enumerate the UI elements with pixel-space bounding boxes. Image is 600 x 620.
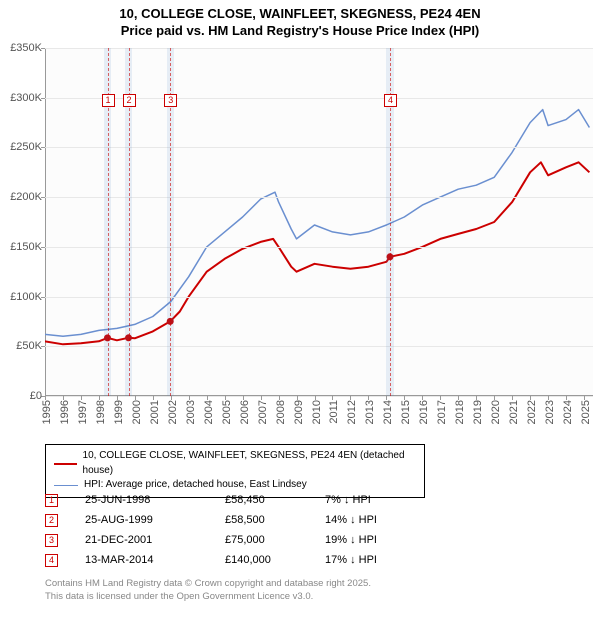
tx-date: 25-AUG-1999 bbox=[85, 514, 225, 526]
tx-date: 25-JUN-1998 bbox=[85, 494, 225, 506]
chart-title: 10, COLLEGE CLOSE, WAINFLEET, SKEGNESS, … bbox=[0, 0, 600, 40]
x-tick-label: 2003 bbox=[185, 400, 197, 424]
transactions-table: 125-JUN-1998£58,4507% ↓ HPI225-AUG-1999£… bbox=[45, 490, 435, 570]
legend-label: 10, COLLEGE CLOSE, WAINFLEET, SKEGNESS, … bbox=[83, 449, 416, 478]
tx-marker-cell: 4 bbox=[45, 554, 85, 567]
tx-pct-vs-hpi: 7% ↓ HPI bbox=[325, 494, 435, 506]
legend-swatch bbox=[54, 463, 77, 465]
y-tick-label: £350K bbox=[2, 42, 42, 54]
transaction-row: 4 13-MAR-2014£140,00017% ↓ HPI bbox=[45, 550, 435, 570]
x-tick-label: 2018 bbox=[454, 400, 466, 424]
x-tick-label: 2006 bbox=[239, 400, 251, 424]
marker-1: 1 bbox=[102, 94, 115, 107]
transaction-row: 3 21-DEC-2001£75,00019% ↓ HPI bbox=[45, 530, 435, 550]
tx-price: £58,500 bbox=[225, 514, 325, 526]
x-tick-label: 1996 bbox=[59, 400, 71, 424]
x-tick-label: 2013 bbox=[364, 400, 376, 424]
marker-3: 3 bbox=[164, 94, 177, 107]
tx-marker-cell: 2 bbox=[45, 514, 85, 527]
title-line-1: 10, COLLEGE CLOSE, WAINFLEET, SKEGNESS, … bbox=[0, 6, 600, 23]
footer-line-1: Contains HM Land Registry data © Crown c… bbox=[45, 578, 371, 591]
tx-marker-cell: 1 bbox=[45, 494, 85, 507]
tx-price: £140,000 bbox=[225, 554, 325, 566]
tx-marker-box: 3 bbox=[45, 534, 58, 547]
x-tick-label: 2014 bbox=[382, 400, 394, 424]
x-tick-label: 2007 bbox=[257, 400, 269, 424]
tx-date: 13-MAR-2014 bbox=[85, 554, 225, 566]
chart-container: 10, COLLEGE CLOSE, WAINFLEET, SKEGNESS, … bbox=[0, 0, 600, 620]
x-tick-label: 1999 bbox=[113, 400, 125, 424]
x-tick-label: 2008 bbox=[275, 400, 287, 424]
transaction-row: 1 25-JUN-1998£58,4507% ↓ HPI bbox=[45, 490, 435, 510]
transaction-row: 2 25-AUG-1999£58,50014% ↓ HPI bbox=[45, 510, 435, 530]
y-tick-label: £250K bbox=[2, 141, 42, 153]
x-tick-label: 2024 bbox=[562, 400, 574, 424]
x-tick-label: 2022 bbox=[526, 400, 538, 424]
tx-marker-box: 4 bbox=[45, 554, 58, 567]
x-tick-label: 1998 bbox=[95, 400, 107, 424]
tx-date: 21-DEC-2001 bbox=[85, 534, 225, 546]
y-tick-label: £0 bbox=[2, 390, 42, 402]
x-tick-label: 2023 bbox=[544, 400, 556, 424]
legend-swatch bbox=[54, 485, 78, 486]
x-tick-label: 2020 bbox=[490, 400, 502, 424]
y-tick-label: £100K bbox=[2, 291, 42, 303]
title-line-2: Price paid vs. HM Land Registry's House … bbox=[0, 23, 600, 40]
x-tick-label: 2004 bbox=[203, 400, 215, 424]
x-tick-label: 2012 bbox=[346, 400, 358, 424]
x-tick-label: 2017 bbox=[436, 400, 448, 424]
x-tick-label: 2015 bbox=[400, 400, 412, 424]
footer-attribution: Contains HM Land Registry data © Crown c… bbox=[45, 578, 371, 604]
x-tick-label: 2011 bbox=[328, 400, 340, 424]
x-tick-label: 2021 bbox=[508, 400, 520, 424]
x-tick-label: 2000 bbox=[131, 400, 143, 424]
marker-2: 2 bbox=[123, 94, 136, 107]
tx-price: £58,450 bbox=[225, 494, 325, 506]
x-tick-label: 2025 bbox=[580, 400, 592, 424]
tx-marker-box: 2 bbox=[45, 514, 58, 527]
x-tick-label: 2002 bbox=[167, 400, 179, 424]
plot-area: 12 3 4 bbox=[45, 48, 593, 396]
y-gridline bbox=[45, 396, 593, 397]
tx-pct-vs-hpi: 17% ↓ HPI bbox=[325, 554, 435, 566]
tx-marker-cell: 3 bbox=[45, 534, 85, 547]
x-tick-label: 1997 bbox=[77, 400, 89, 424]
marker-4: 4 bbox=[384, 94, 397, 107]
x-tick-label: 2016 bbox=[418, 400, 430, 424]
tx-marker-box: 1 bbox=[45, 494, 58, 507]
y-tick-label: £150K bbox=[2, 241, 42, 253]
tx-price: £75,000 bbox=[225, 534, 325, 546]
x-tick-label: 2009 bbox=[293, 400, 305, 424]
x-tick-label: 1995 bbox=[41, 400, 53, 424]
x-tick-label: 2005 bbox=[221, 400, 233, 424]
y-tick-label: £50K bbox=[2, 340, 42, 352]
tx-pct-vs-hpi: 19% ↓ HPI bbox=[325, 534, 435, 546]
x-tick-label: 2010 bbox=[311, 400, 323, 424]
x-tick-label: 2001 bbox=[149, 400, 161, 424]
legend-item: 10, COLLEGE CLOSE, WAINFLEET, SKEGNESS, … bbox=[54, 449, 416, 478]
footer-line-2: This data is licensed under the Open Gov… bbox=[45, 591, 371, 604]
y-tick-label: £200K bbox=[2, 191, 42, 203]
tx-pct-vs-hpi: 14% ↓ HPI bbox=[325, 514, 435, 526]
x-tick-label: 2019 bbox=[472, 400, 484, 424]
y-tick-label: £300K bbox=[2, 92, 42, 104]
